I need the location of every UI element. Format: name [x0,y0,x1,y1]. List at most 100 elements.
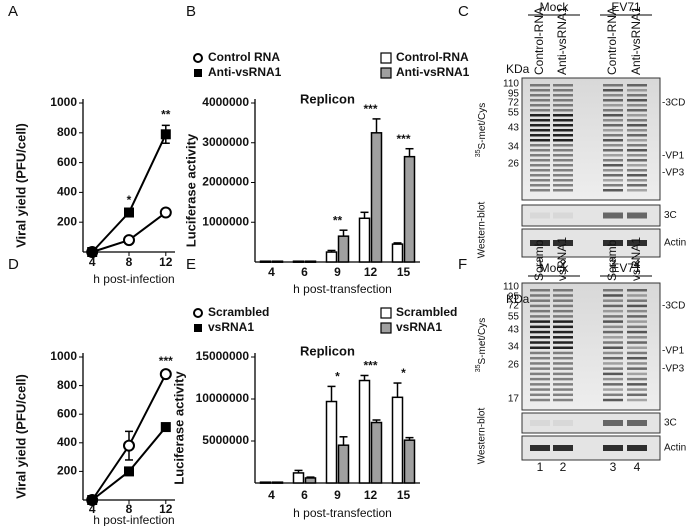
gel-band [530,109,550,112]
gel-band [553,119,573,122]
panel-label: D [8,256,19,273]
legend-label: Anti-vsRNA1 [396,65,470,79]
blot [521,412,661,434]
kda-label: KDa [506,292,530,306]
gel-band [627,393,647,397]
legend-marker [193,53,203,63]
significance: *** [396,132,410,146]
gel-band [530,149,550,152]
gel-band [530,377,550,381]
gel-band [530,336,550,339]
gel-band [553,99,573,102]
gel-band [530,184,550,187]
gel-band [553,388,573,391]
legend-label: vsRNA1 [208,320,254,334]
gel-band [553,179,573,182]
gel-band [530,129,550,132]
gel-band [530,164,550,167]
gel-band [603,94,623,97]
bar [292,472,305,484]
gel-band [603,119,623,122]
y-tick-label: 800 [57,125,77,139]
y-tick-label: 400 [57,185,77,199]
band-label: -VP1 [662,346,685,357]
panel-label: C [458,3,469,20]
y-axis-label: Viral yield (PFU/cell) [13,374,28,499]
gel-band [553,315,573,318]
gel-band [553,114,573,117]
bar [391,396,404,484]
gel-band [627,367,647,370]
gel-band [553,129,573,132]
y-tick-label: 5000000 [202,433,249,447]
gel-band [603,377,623,381]
bar [292,260,305,263]
subtitle: Replicon [300,91,355,106]
autoradiograph: S-met/Cys [477,318,488,365]
x-tick-label: 9 [334,488,341,502]
x-tick-label: 4 [268,265,275,279]
gel-band [603,129,623,132]
subtitle: Replicon [300,343,355,358]
blot-band [603,240,623,246]
gel-band [603,144,623,147]
blot-band [530,212,550,219]
gel-band [553,383,573,386]
bar [271,260,284,263]
gel-band [553,124,573,127]
gel-band [627,164,647,167]
x-tick-label: 12 [159,502,173,516]
lane-number: 3 [610,257,617,271]
marker-label: 110 [503,282,519,293]
gel-band [627,346,647,349]
gel-band [627,169,647,172]
gel-band [553,367,573,370]
autoradiograph-label: 35S-met/Cys [475,103,487,157]
marker-label: 26 [508,159,520,170]
y-tick-label: 15000000 [196,349,250,363]
gel-band [603,294,623,297]
gel-band [553,336,573,339]
significance: * [127,193,132,207]
y-axis-label: Luciferase activity [183,133,198,247]
gel-band [603,351,623,355]
gel-band [603,356,623,360]
bar [337,235,350,263]
band-label: -VP3 [662,168,685,179]
x-tick-label: 4 [89,255,96,269]
gel-band [603,89,623,92]
marker-label: 43 [508,123,520,134]
gel-band [603,169,623,172]
marker-label: 17 [508,394,520,405]
blot-band [627,420,647,426]
gel-band [603,179,623,182]
lane-number: 4 [634,257,641,271]
gel-band [603,341,623,344]
y-tick-label: 2000000 [202,175,249,189]
gel-band [530,84,550,87]
autoradiograph: S-met/Cys [477,103,488,150]
marker-label: 72 [508,301,520,312]
gel-band [627,119,647,122]
bar [403,155,416,263]
gel-band [603,304,623,308]
bar [370,132,383,263]
gel-band [553,184,573,187]
gel-band [627,330,647,334]
bar [304,260,317,263]
panel-label: F [458,256,467,273]
legend-label: Anti-vsRNA1 [208,65,282,79]
gel-band [530,393,550,397]
gel-band [530,94,550,97]
gel-band [603,154,623,157]
lane-number: 4 [634,460,641,474]
gel-band [627,315,647,318]
data-point [160,129,171,140]
gel-band [627,320,647,323]
legend-label: Scrambled [208,305,269,319]
lane-number: 1 [537,257,544,271]
gel-band [530,304,550,308]
gel-band [553,309,573,313]
gel-band [627,84,647,87]
gel-band [553,341,573,344]
